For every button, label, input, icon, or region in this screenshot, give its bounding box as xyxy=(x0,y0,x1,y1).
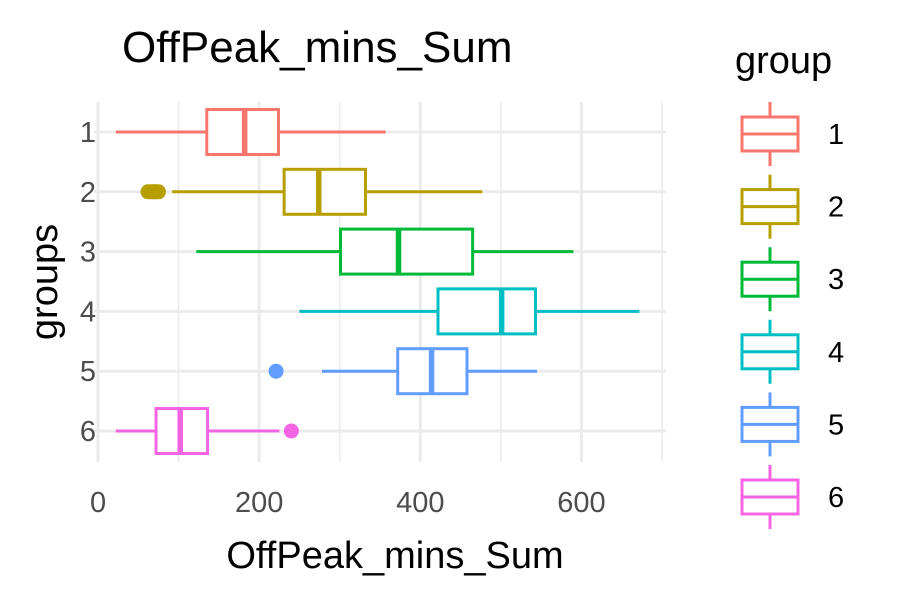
legend: 1 2 3 4 5 6 xyxy=(740,102,844,529)
y-tick-labels: 1 2 3 4 5 6 xyxy=(80,117,96,448)
x-tick-label: 400 xyxy=(396,487,444,519)
y-tick-label: 6 xyxy=(80,416,96,448)
boxes xyxy=(115,108,640,455)
box-iqr xyxy=(282,167,367,216)
legend-label: 4 xyxy=(828,337,844,369)
legend-key-4: 4 xyxy=(740,319,844,384)
outlier-point xyxy=(268,363,284,379)
y-tick-label: 5 xyxy=(80,356,96,388)
legend-key-6: 6 xyxy=(740,465,844,529)
legend-title: group xyxy=(735,40,832,82)
x-tick-label: 0 xyxy=(90,487,106,519)
y-tick-label: 4 xyxy=(80,296,96,328)
outlier-point xyxy=(283,423,299,439)
box-3 xyxy=(196,227,574,276)
x-axis-title: OffPeak_mins_Sum xyxy=(226,535,563,577)
y-tick-label: 3 xyxy=(80,237,96,269)
box-iqr xyxy=(339,227,475,276)
outlier-point xyxy=(150,184,166,200)
x-tick-label: 600 xyxy=(557,487,605,519)
legend-key-2: 2 xyxy=(740,174,844,239)
legend-key-3: 3 xyxy=(740,247,844,312)
legend-label: 3 xyxy=(828,264,844,296)
x-tick-label: 200 xyxy=(235,487,283,519)
y-tick-label: 2 xyxy=(80,177,96,209)
box-iqr xyxy=(436,287,537,336)
legend-key-1: 1 xyxy=(740,102,844,166)
box-2 xyxy=(140,167,483,216)
box-4 xyxy=(299,287,640,336)
box-6 xyxy=(115,407,299,455)
y-tick-label: 1 xyxy=(80,117,96,149)
legend-label: 5 xyxy=(828,409,844,441)
box-1 xyxy=(115,108,386,156)
box-5 xyxy=(268,347,538,396)
legend-label: 6 xyxy=(828,482,844,514)
legend-label: 2 xyxy=(828,192,844,224)
y-axis-title: groups xyxy=(24,224,66,340)
legend-label: 1 xyxy=(828,119,844,151)
x-tick-labels: 0 200 400 600 xyxy=(90,487,606,519)
chart-title: OffPeak_mins_Sum xyxy=(122,23,512,72)
legend-key-5: 5 xyxy=(740,392,844,457)
